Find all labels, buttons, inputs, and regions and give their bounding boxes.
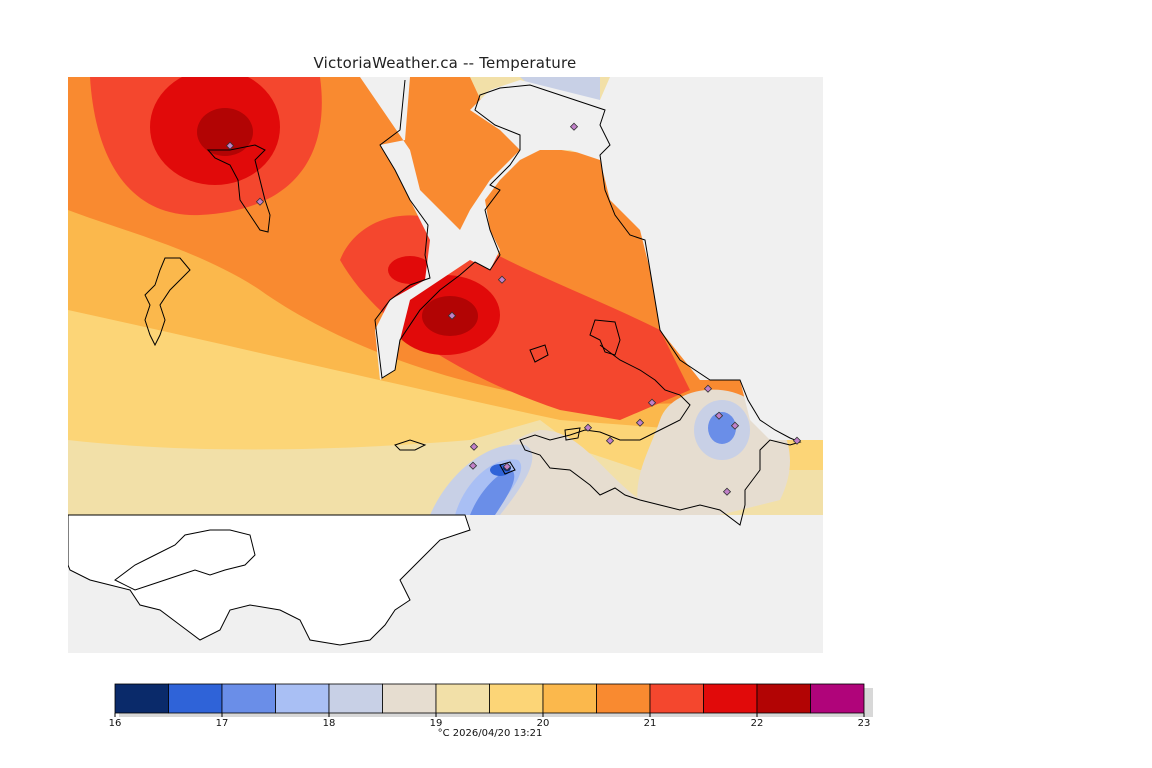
legend-tick-label: 18	[323, 718, 336, 729]
legend-tick-label: 23	[858, 718, 871, 729]
unit-label: °C	[437, 728, 450, 739]
weather-stations	[225, 122, 802, 496]
legend-swatch	[168, 683, 223, 714]
legend-tick-label: 17	[216, 718, 229, 729]
legend-tick-label: 19	[430, 718, 443, 729]
legend-swatch	[703, 683, 758, 714]
legend-ticks: 16 17 18 19 20 21 22 23	[109, 713, 871, 729]
legend-swatch	[328, 683, 383, 714]
island-south	[114, 529, 256, 591]
timestamp: 2026/04/20 13:21	[452, 728, 543, 739]
legend-swatches	[114, 683, 865, 714]
legend-swatch	[114, 683, 169, 714]
legend-tick-label: 22	[751, 718, 764, 729]
legend-swatch	[596, 683, 651, 714]
legend-swatch	[489, 683, 544, 714]
legend-tick-label: 21	[644, 718, 657, 729]
landmass-south	[68, 514, 471, 646]
legend-swatch	[810, 683, 865, 714]
legend-swatch	[382, 683, 437, 714]
map-title: VictoriaWeather.ca -- Temperature	[313, 54, 577, 72]
legend-swatch	[756, 683, 811, 714]
legend-swatch	[275, 683, 330, 714]
legend-swatch	[221, 683, 276, 714]
legend-swatch	[542, 683, 597, 714]
coastlines	[144, 79, 802, 526]
legend-tick-label: 20	[537, 718, 550, 729]
legend-swatch	[649, 683, 704, 714]
legend-tick-label: 16	[109, 718, 122, 729]
legend-footer: °C 2026/04/20 13:21	[0, 728, 980, 739]
legend-swatch	[435, 683, 490, 714]
